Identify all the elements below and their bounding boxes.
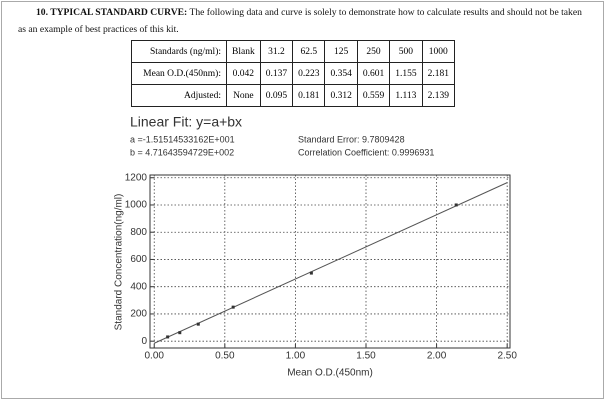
row-header: Mean O.D.(450nm): xyxy=(131,62,227,85)
data-point xyxy=(166,335,170,339)
table-cell: 0.312 xyxy=(324,84,358,107)
fit-a: a =-1.51514533162E+001 xyxy=(130,134,235,144)
intro: 10. TYPICAL STANDARD CURVE: The followin… xyxy=(18,4,590,38)
y-tick-label: 400 xyxy=(130,281,147,292)
x-tick-label: 0.00 xyxy=(145,351,165,362)
x-tick-label: 1.00 xyxy=(286,351,306,362)
x-tick-label: 0.50 xyxy=(215,351,235,362)
data-point xyxy=(231,305,235,309)
body-text: The following data and curve is solely t… xyxy=(18,7,582,35)
y-tick-label: 800 xyxy=(130,227,147,238)
y-tick-label: 0 xyxy=(141,336,147,347)
data-point xyxy=(178,331,182,335)
data-point xyxy=(309,271,313,275)
table-cell: 2.139 xyxy=(421,84,455,107)
y-axis-label: Standard Concentration(ng/ml) xyxy=(114,194,125,331)
x-tick-label: 2.00 xyxy=(427,351,447,362)
x-tick-label: 1.50 xyxy=(356,351,376,362)
y-tick-label: 1000 xyxy=(125,200,148,211)
table-cell: 2.181 xyxy=(421,62,455,85)
y-tick-label: 600 xyxy=(130,254,147,265)
heading: 10. TYPICAL STANDARD CURVE: xyxy=(36,7,188,18)
plot-frame xyxy=(149,174,511,349)
annotation: Standard Error: 9.7809428 xyxy=(298,134,405,144)
data-table: Standards (ng/ml): Blank 31.2 62.5 125 250 500… xyxy=(131,40,455,107)
chart-title: Linear Fit: y=a+bx xyxy=(130,114,242,130)
y-tick-label: 200 xyxy=(130,309,147,320)
fit-line xyxy=(154,182,508,344)
table-row: Standards (ng/ml): Blank 31.2 62.5 125 250 500… xyxy=(131,40,455,63)
data-point xyxy=(196,322,200,326)
table-row: Mean O.D.(450nm): 0.042 0.137 0.223 0.354 0.6… xyxy=(131,62,455,85)
x-tick-label: 2.50 xyxy=(497,351,517,362)
row-header: Adjusted: xyxy=(131,84,227,107)
fit-b: b = 4.71643594729E+002 xyxy=(130,147,234,157)
x-axis-label: Mean O.D.(450nm) xyxy=(287,368,373,379)
annotation: Correlation Coefficient: 0.9996931 xyxy=(298,147,434,157)
y-tick-label: 1200 xyxy=(125,172,148,183)
table-row: Adjusted: None 0.095 0.181 0.312 0.559 1.113 2.… xyxy=(131,84,455,107)
data-point xyxy=(454,203,458,207)
